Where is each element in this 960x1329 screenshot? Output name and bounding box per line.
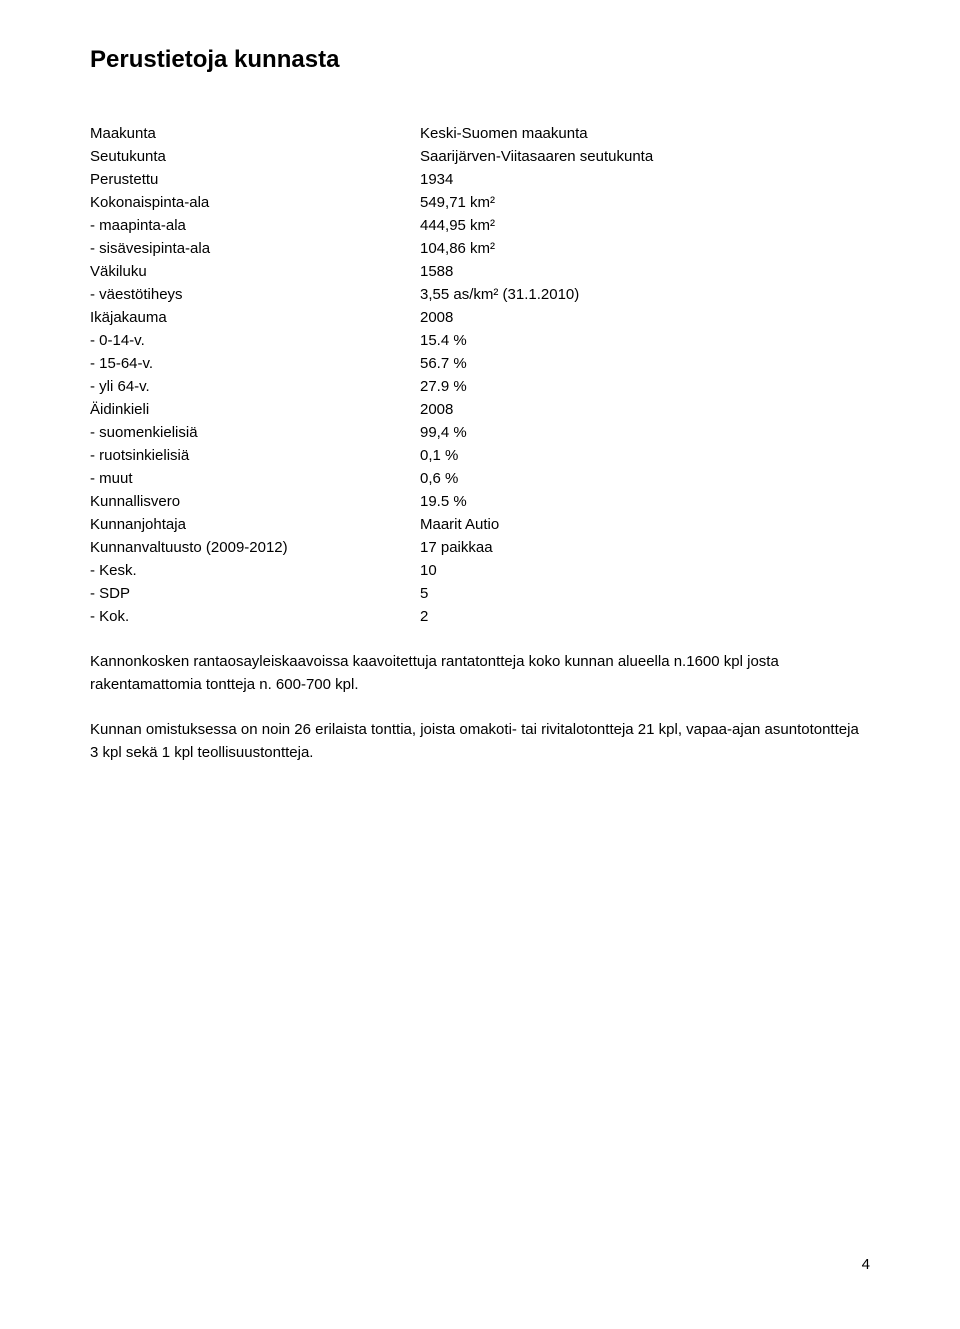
table-row: - väestötiheys3,55 as/km² (31.1.2010) xyxy=(90,283,870,306)
row-value: 15.4 % xyxy=(420,329,870,352)
table-row: - suomenkielisiä99,4 % xyxy=(90,421,870,444)
table-row: Äidinkieli2008 xyxy=(90,398,870,421)
row-value: 104,86 km² xyxy=(420,237,870,260)
row-value: 0,1 % xyxy=(420,444,870,467)
row-value: 2008 xyxy=(420,306,870,329)
row-value: 444,95 km² xyxy=(420,214,870,237)
row-value: 2 xyxy=(420,605,870,628)
row-value: 5 xyxy=(420,582,870,605)
table-row: - ruotsinkielisiä0,1 % xyxy=(90,444,870,467)
row-label: - sisävesipinta-ala xyxy=(90,237,420,260)
table-row: - 0-14-v.15.4 % xyxy=(90,329,870,352)
row-value: Keski-Suomen maakunta xyxy=(420,122,870,145)
table-row: Perustettu1934 xyxy=(90,168,870,191)
row-value: 0,6 % xyxy=(420,467,870,490)
row-label: - 0-14-v. xyxy=(90,329,420,352)
table-row: MaakuntaKeski-Suomen maakunta xyxy=(90,122,870,145)
table-row: SeutukuntaSaarijärven-Viitasaaren seutuk… xyxy=(90,145,870,168)
row-value: 19.5 % xyxy=(420,490,870,513)
row-value: 17 paikkaa xyxy=(420,536,870,559)
page-title: Perustietoja kunnasta xyxy=(90,46,870,74)
row-label: Äidinkieli xyxy=(90,398,420,421)
row-label: Kunnallisvero xyxy=(90,490,420,513)
paragraph-1: Kannonkosken rantaosayleiskaavoissa kaav… xyxy=(90,650,870,696)
table-row: - 15-64-v.56.7 % xyxy=(90,352,870,375)
table-row: Väkiluku1588 xyxy=(90,260,870,283)
row-value: 99,4 % xyxy=(420,421,870,444)
table-row: Ikäjakauma2008 xyxy=(90,306,870,329)
row-label: - muut xyxy=(90,467,420,490)
row-value: Maarit Autio xyxy=(420,513,870,536)
table-row: - yli 64-v.27.9 % xyxy=(90,375,870,398)
row-value: 56.7 % xyxy=(420,352,870,375)
row-label: Väkiluku xyxy=(90,260,420,283)
row-label: Ikäjakauma xyxy=(90,306,420,329)
document-page: Perustietoja kunnasta MaakuntaKeski-Suom… xyxy=(0,0,960,1329)
row-value: 10 xyxy=(420,559,870,582)
table-row: Kunnanvaltuusto (2009-2012)17 paikkaa xyxy=(90,536,870,559)
row-label: Kunnanvaltuusto (2009-2012) xyxy=(90,536,420,559)
row-label: - yli 64-v. xyxy=(90,375,420,398)
row-value: 2008 xyxy=(420,398,870,421)
row-label: - SDP xyxy=(90,582,420,605)
row-label: - ruotsinkielisiä xyxy=(90,444,420,467)
row-value: 1588 xyxy=(420,260,870,283)
table-row: Kunnallisvero19.5 % xyxy=(90,490,870,513)
row-label: - 15-64-v. xyxy=(90,352,420,375)
table-row: - Kesk.10 xyxy=(90,559,870,582)
row-label: Kokonaispinta-ala xyxy=(90,191,420,214)
row-label: - väestötiheys xyxy=(90,283,420,306)
row-label: - maapinta-ala xyxy=(90,214,420,237)
page-number: 4 xyxy=(862,1256,870,1273)
row-label: Kunnanjohtaja xyxy=(90,513,420,536)
table-row: - Kok.2 xyxy=(90,605,870,628)
row-label: - Kesk. xyxy=(90,559,420,582)
table-row: KunnanjohtajaMaarit Autio xyxy=(90,513,870,536)
info-table: MaakuntaKeski-Suomen maakuntaSeutukuntaS… xyxy=(90,122,870,628)
row-label: - Kok. xyxy=(90,605,420,628)
paragraph-2: Kunnan omistuksessa on noin 26 erilaista… xyxy=(90,718,870,764)
row-value: Saarijärven-Viitasaaren seutukunta xyxy=(420,145,870,168)
row-value: 549,71 km² xyxy=(420,191,870,214)
row-value: 27.9 % xyxy=(420,375,870,398)
row-label: Seutukunta xyxy=(90,145,420,168)
table-row: - sisävesipinta-ala104,86 km² xyxy=(90,237,870,260)
row-label: Perustettu xyxy=(90,168,420,191)
row-value: 1934 xyxy=(420,168,870,191)
row-label: - suomenkielisiä xyxy=(90,421,420,444)
table-row: - SDP5 xyxy=(90,582,870,605)
table-row: - muut0,6 % xyxy=(90,467,870,490)
table-row: - maapinta-ala444,95 km² xyxy=(90,214,870,237)
row-label: Maakunta xyxy=(90,122,420,145)
row-value: 3,55 as/km² (31.1.2010) xyxy=(420,283,870,306)
table-row: Kokonaispinta-ala549,71 km² xyxy=(90,191,870,214)
